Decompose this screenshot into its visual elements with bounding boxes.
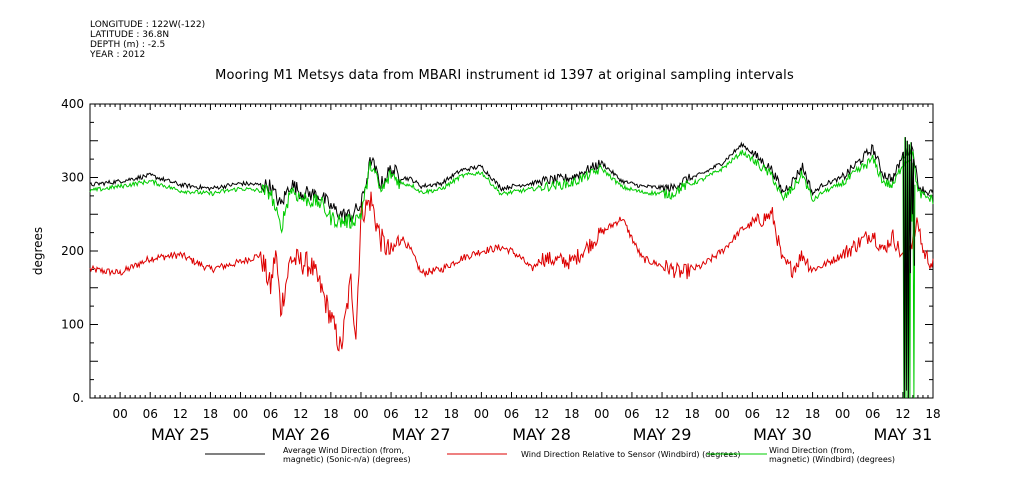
x-day-label: MAY 31 xyxy=(874,425,933,444)
x-hour-label: 06 xyxy=(745,407,760,421)
x-hour-label: 06 xyxy=(263,407,278,421)
y-tick-label: 0. xyxy=(73,391,84,405)
legend-label: magnetic) (Sonic-n/a) (degrees) xyxy=(283,455,411,464)
x-hour-label: 18 xyxy=(203,407,218,421)
x-hour-label: 00 xyxy=(233,407,248,421)
y-tick-label: 200 xyxy=(61,244,84,258)
x-hour-label: 06 xyxy=(865,407,880,421)
x-hour-label: 18 xyxy=(685,407,700,421)
y-tick-label: 300 xyxy=(61,171,84,185)
series-line xyxy=(89,191,934,352)
x-day-label: MAY 28 xyxy=(512,425,571,444)
x-hour-label: 00 xyxy=(474,407,489,421)
y-tick-label: 400 xyxy=(61,97,84,111)
x-day-label: MAY 30 xyxy=(753,425,812,444)
x-hour-label: 06 xyxy=(504,407,519,421)
x-hour-label: 00 xyxy=(353,407,368,421)
x-hour-label: 18 xyxy=(323,407,338,421)
legend-label: magnetic) (Windbird) (degrees) xyxy=(769,455,895,464)
x-hour-label: 12 xyxy=(534,407,549,421)
latitude-text: LATITUDE : 36.8N xyxy=(90,30,170,40)
x-day-label: MAY 29 xyxy=(633,425,692,444)
x-hour-label: 18 xyxy=(564,407,579,421)
metadata-block: LONGITUDE : 122W(-122) LATITUDE : 36.8N … xyxy=(90,20,205,60)
y-axis-label: degrees xyxy=(31,227,45,275)
x-day-label: MAY 27 xyxy=(392,425,451,444)
y-tick-label: 100 xyxy=(61,318,84,332)
x-hour-label: 12 xyxy=(895,407,910,421)
chart-title: Mooring M1 Metsys data from MBARI instru… xyxy=(215,68,794,83)
series-line xyxy=(89,149,934,234)
x-day-label: MAY 26 xyxy=(271,425,330,444)
longitude-text: LONGITUDE : 122W(-122) xyxy=(90,20,206,30)
legend-label: Average Wind Direction (from, xyxy=(283,446,404,455)
legend-label: Wind Direction (from, xyxy=(769,446,855,455)
depth-text: DEPTH (m) : -2.5 xyxy=(90,40,166,50)
x-hour-label: 00 xyxy=(835,407,850,421)
x-hour-label: 00 xyxy=(594,407,609,421)
series-line xyxy=(89,141,934,223)
x-hour-label: 18 xyxy=(805,407,820,421)
x-hour-label: 12 xyxy=(293,407,308,421)
labels-group: 0. 100 200 300 400 degrees 00 06 12 18 00 06 12 18 00 0… xyxy=(31,97,941,444)
x-hour-label: 06 xyxy=(383,407,398,421)
legend-label: Wind Direction Relative to Sensor (Windb… xyxy=(521,450,741,459)
x-hour-label: 06 xyxy=(624,407,639,421)
x-hour-label: 12 xyxy=(654,407,669,421)
series-spike-line xyxy=(902,137,915,399)
axes-group xyxy=(89,103,934,399)
year-text: YEAR : 2012 xyxy=(90,50,146,60)
x-hour-label: 18 xyxy=(444,407,459,421)
x-hour-label: 00 xyxy=(715,407,730,421)
x-hour-label: 12 xyxy=(414,407,429,421)
x-hour-label: 06 xyxy=(143,407,158,421)
x-hour-label: 00 xyxy=(112,407,127,421)
x-day-label: MAY 25 xyxy=(151,425,210,444)
x-hour-label: 12 xyxy=(775,407,790,421)
x-hour-label: 18 xyxy=(925,407,940,421)
plot-frame xyxy=(89,103,934,399)
series-group xyxy=(89,137,934,399)
x-hour-label: 12 xyxy=(173,407,188,421)
legend-group: Average Wind Direction (from,magnetic) (… xyxy=(205,446,895,464)
